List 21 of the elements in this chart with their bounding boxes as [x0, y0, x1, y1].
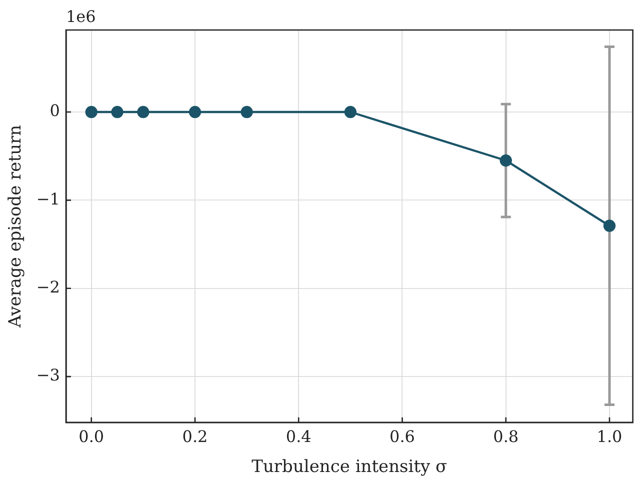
point	[344, 106, 357, 118]
y-tick-label: 0	[50, 101, 60, 120]
x-tick-label: 0.6	[390, 427, 415, 446]
y-axis-title: Average episode return	[6, 124, 26, 328]
point	[111, 106, 124, 118]
y-tick-label: −3	[36, 366, 60, 385]
x-tick-label: 0.8	[493, 427, 519, 446]
x-tick-label: 0.0	[78, 427, 104, 446]
point	[188, 106, 202, 118]
point	[240, 106, 253, 118]
point	[500, 154, 512, 167]
x-tick-label: 1.0	[596, 427, 622, 446]
y-tick-label: −1	[36, 189, 60, 208]
point	[85, 106, 98, 118]
point	[137, 106, 150, 118]
x-tick-label: 0.2	[182, 427, 208, 446]
x-tick-label: 0.4	[286, 427, 312, 446]
y-tick-label: −2	[36, 278, 60, 297]
point	[603, 220, 616, 232]
text: 1e6	[66, 7, 96, 26]
x-axis-title: Turbulence intensity σ	[252, 457, 448, 478]
